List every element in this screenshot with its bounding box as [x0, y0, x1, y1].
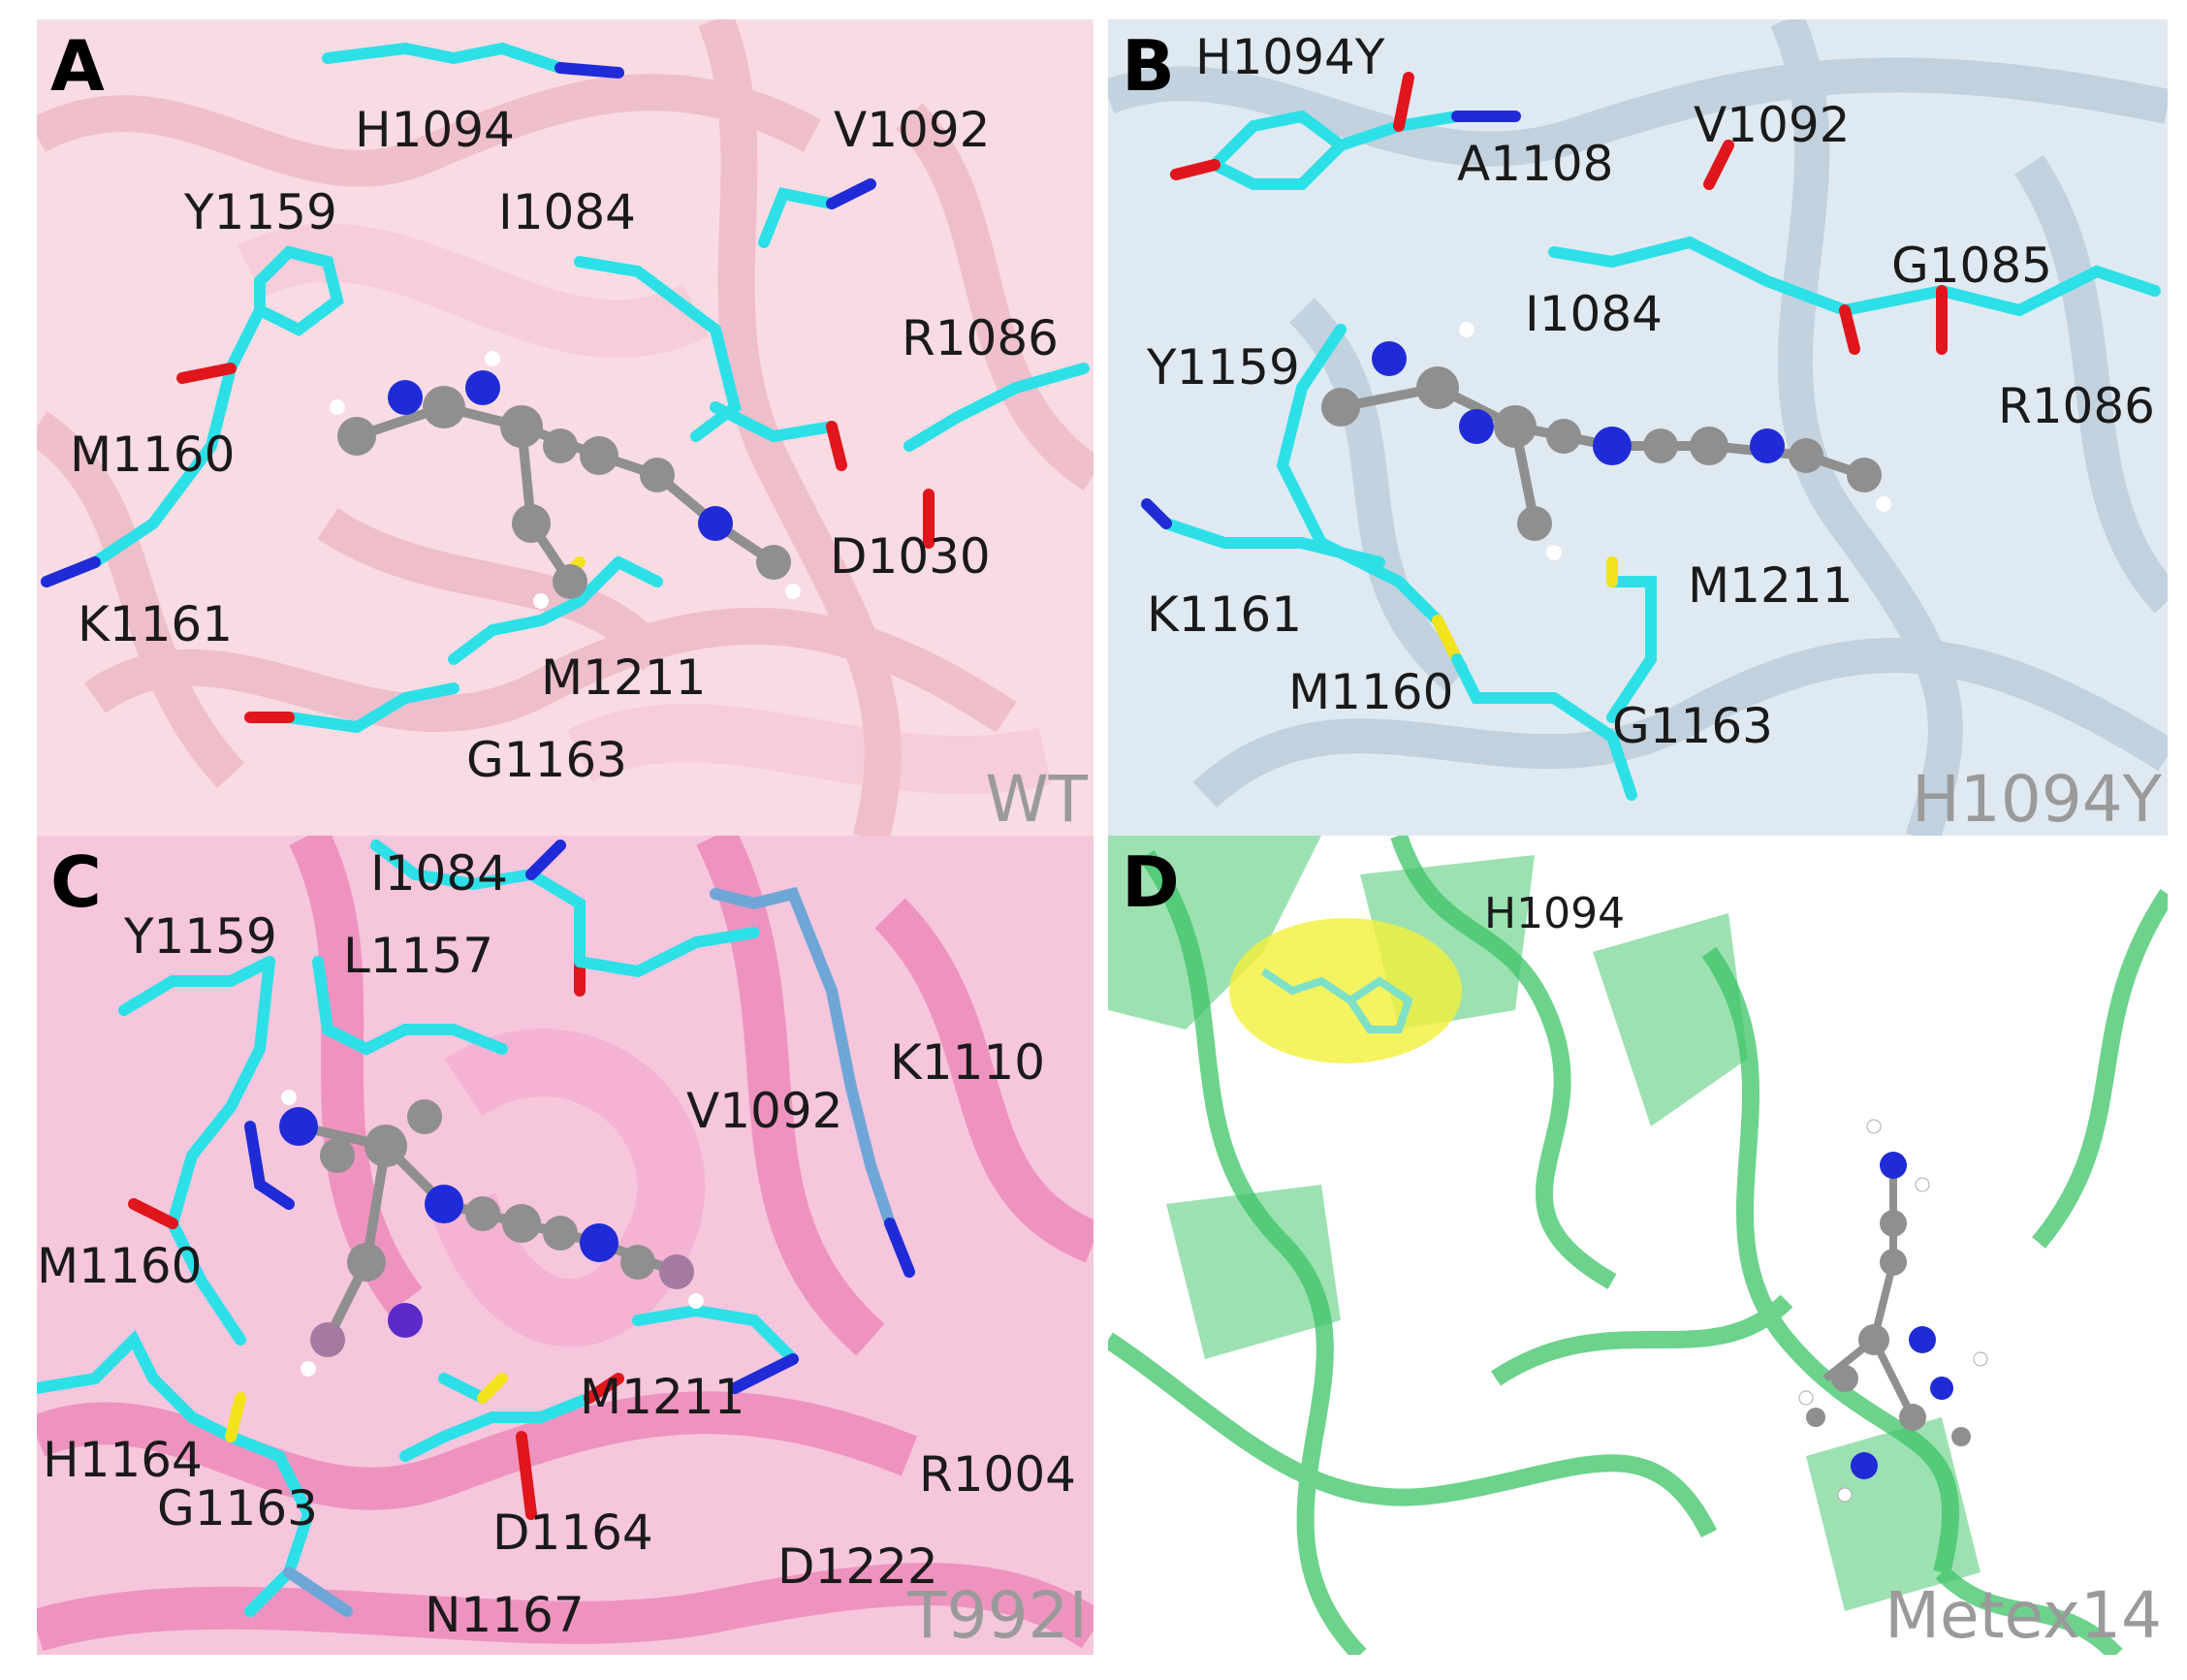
panel-a-wt: A H1094 V1092 Y1159 I1084 R1086 M1160 D1…	[37, 19, 1094, 839]
molecular-surface-icon	[1229, 918, 1462, 1063]
residue-label: M1211	[580, 1369, 745, 1425]
ball-and-stick-ligand-icon	[1321, 322, 1891, 560]
panel-letter: A	[50, 25, 105, 107]
residue-label: H1094Y	[1195, 29, 1385, 85]
residue-label: L1157	[343, 928, 494, 984]
panel-letter: B	[1122, 25, 1175, 107]
panel-letter: D	[1122, 841, 1180, 923]
residue-label: G1163	[1612, 698, 1773, 754]
residue-label: R1004	[919, 1446, 1076, 1503]
panel-c-t992i: C I1084 Y1159 L1157 K1110 V1092 M1160 M1…	[37, 836, 1094, 1655]
residue-label: A1108	[1457, 136, 1614, 192]
residue-label: K1161	[1147, 586, 1303, 643]
residue-label: Y1159	[124, 908, 277, 965]
residue-label: N1167	[425, 1587, 585, 1643]
residue-label: D1030	[830, 528, 991, 585]
residue-label: G1163	[157, 1480, 318, 1537]
residue-label: M1160	[1288, 664, 1454, 720]
residue-label: I1084	[370, 845, 508, 902]
residue-label: I1084	[498, 184, 636, 240]
residue-label: G1163	[466, 732, 627, 788]
residue-label: M1211	[1688, 557, 1854, 614]
ball-and-stick-ligand-icon	[330, 351, 801, 609]
protein-ribbon-icon	[1108, 836, 2168, 1655]
panel-variant-tag: T992I	[907, 1578, 1088, 1653]
panel-variant-tag: WT	[985, 762, 1088, 837]
residue-label: V1092	[834, 102, 991, 158]
residue-label: H1094	[355, 102, 515, 158]
residue-label: M1211	[541, 650, 707, 706]
panel-b-h1094y: B H1094Y A1108 V1092 I1084 G1085 Y1159 R…	[1108, 19, 2168, 839]
ball-and-stick-ligand-icon	[1798, 1119, 1988, 1503]
residue-label: D1164	[492, 1505, 653, 1561]
residue-label: Y1159	[1147, 339, 1300, 396]
panel-variant-tag: H1094Y	[1912, 762, 2162, 837]
ball-and-stick-ligand-icon	[279, 1090, 704, 1377]
residue-label: Y1159	[184, 184, 337, 240]
panel-d-metex14: D H1094 Metex14	[1108, 836, 2168, 1655]
residue-label: K1161	[78, 596, 234, 652]
residue-label: V1092	[1694, 97, 1851, 153]
residue-label: R1086	[1998, 378, 2155, 434]
residue-label: D1222	[777, 1538, 938, 1595]
panel-letter: C	[50, 841, 102, 923]
residue-label: K1110	[890, 1034, 1046, 1091]
residue-label: M1160	[37, 1238, 203, 1294]
residue-label: R1086	[902, 310, 1059, 366]
residue-label: M1160	[70, 427, 236, 483]
residue-label: V1092	[686, 1083, 843, 1139]
residue-label: H1094	[1484, 889, 1626, 938]
protein-ribbon-icon	[1108, 19, 2168, 839]
panel-variant-tag: Metex14	[1885, 1578, 2162, 1653]
residue-label: G1085	[1891, 238, 2052, 294]
residue-label: H1164	[43, 1432, 203, 1488]
protein-ribbon-icon	[37, 836, 1094, 1652]
residue-label: I1084	[1525, 286, 1663, 342]
protein-ribbon-icon	[37, 19, 1094, 839]
